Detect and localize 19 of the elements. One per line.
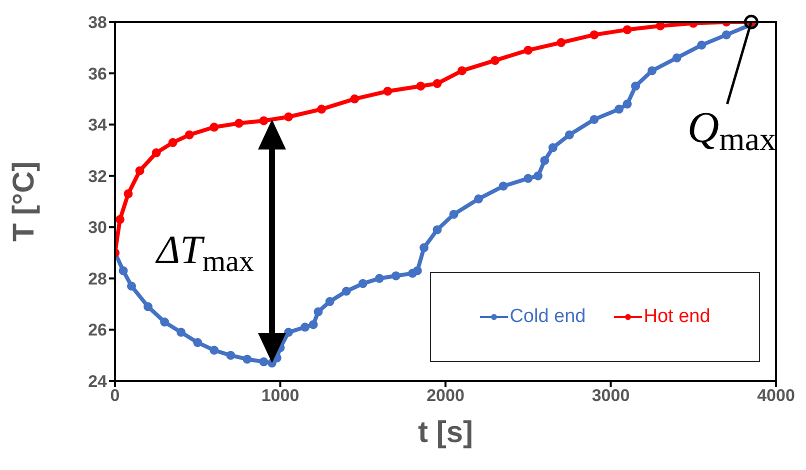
x-tick-label: 4000	[757, 386, 795, 406]
y-tick-label: 28	[88, 269, 107, 288]
annotation: ΔT$_{max}$	[154, 227, 254, 278]
y-tick-label: 32	[88, 166, 107, 186]
x-tick-label: 3000	[592, 386, 630, 406]
x-tick-label: 1000	[261, 386, 300, 406]
y-tick-label: 26	[88, 320, 107, 340]
y-tick-label: 38	[88, 13, 107, 32]
y-axis-title: T [°C]	[8, 161, 41, 242]
y-tick-label: 36	[88, 64, 107, 84]
y-tick-label: 30	[88, 218, 107, 238]
legend-label: Cold end	[508, 306, 586, 328]
x-tick-label: 0	[110, 386, 120, 406]
legend-label: Hot end	[642, 306, 710, 328]
y-tick-label: 34	[88, 116, 108, 135]
x-tick-label: 2000	[426, 386, 464, 406]
annotation: Q$_{max}$	[687, 103, 776, 158]
x-axis-title: t [s]	[418, 416, 473, 449]
y-tick-label: 24	[88, 372, 108, 392]
